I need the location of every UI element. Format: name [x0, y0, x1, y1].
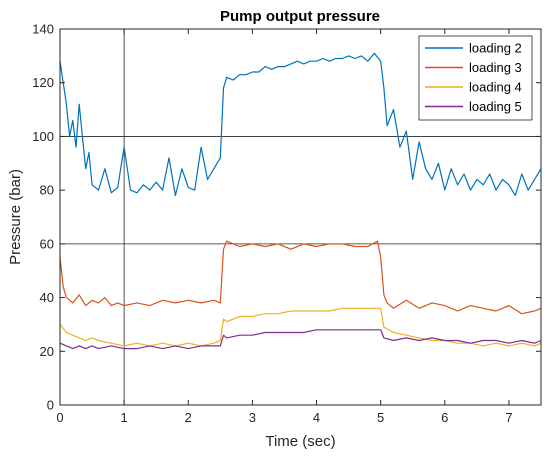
x-tick-label: 7: [505, 410, 512, 425]
y-tick-label: 40: [40, 290, 54, 305]
series-line-loading-2: [59, 52, 542, 197]
x-tick-label: 3: [249, 410, 256, 425]
x-tick-label: 4: [313, 410, 320, 425]
series-line-loading-4: [59, 307, 542, 347]
x-axis-label: Time (sec): [265, 433, 335, 450]
x-tick-label: 2: [185, 410, 192, 425]
series-line-loading-3: [59, 240, 542, 315]
y-tick-label: 100: [32, 129, 54, 144]
x-tick-label: 0: [56, 410, 63, 425]
legend: loading 2 loading 3 loading 4 loading 5: [418, 35, 533, 121]
chart-title: Pump output pressure: [220, 8, 380, 25]
y-tick-label: 80: [40, 183, 54, 198]
y-tick-label: 120: [32, 75, 54, 90]
x-tick-label: 6: [441, 410, 448, 425]
x-tick-label: 5: [377, 410, 384, 425]
x-tick-label: 1: [121, 410, 128, 425]
legend-label: loading 4: [469, 80, 522, 95]
series-layer: [59, 52, 542, 350]
y-tick-label: 60: [40, 236, 54, 251]
grid-lines: [60, 29, 541, 405]
y-tick-label: 0: [47, 398, 54, 413]
y-tick-label: 20: [40, 344, 54, 359]
axis-ticks: 0 1 2 3 4 5 6 7 0 20 40 60 80 100 120 140: [32, 22, 541, 425]
legend-label: loading 3: [469, 60, 522, 75]
axes-box: [59, 28, 542, 406]
legend-label: loading 2: [469, 41, 522, 56]
y-axis-label: Pressure (bar): [7, 169, 24, 265]
y-tick-label: 140: [32, 22, 54, 37]
series-line-loading-5: [59, 329, 542, 350]
legend-label: loading 5: [469, 99, 522, 114]
